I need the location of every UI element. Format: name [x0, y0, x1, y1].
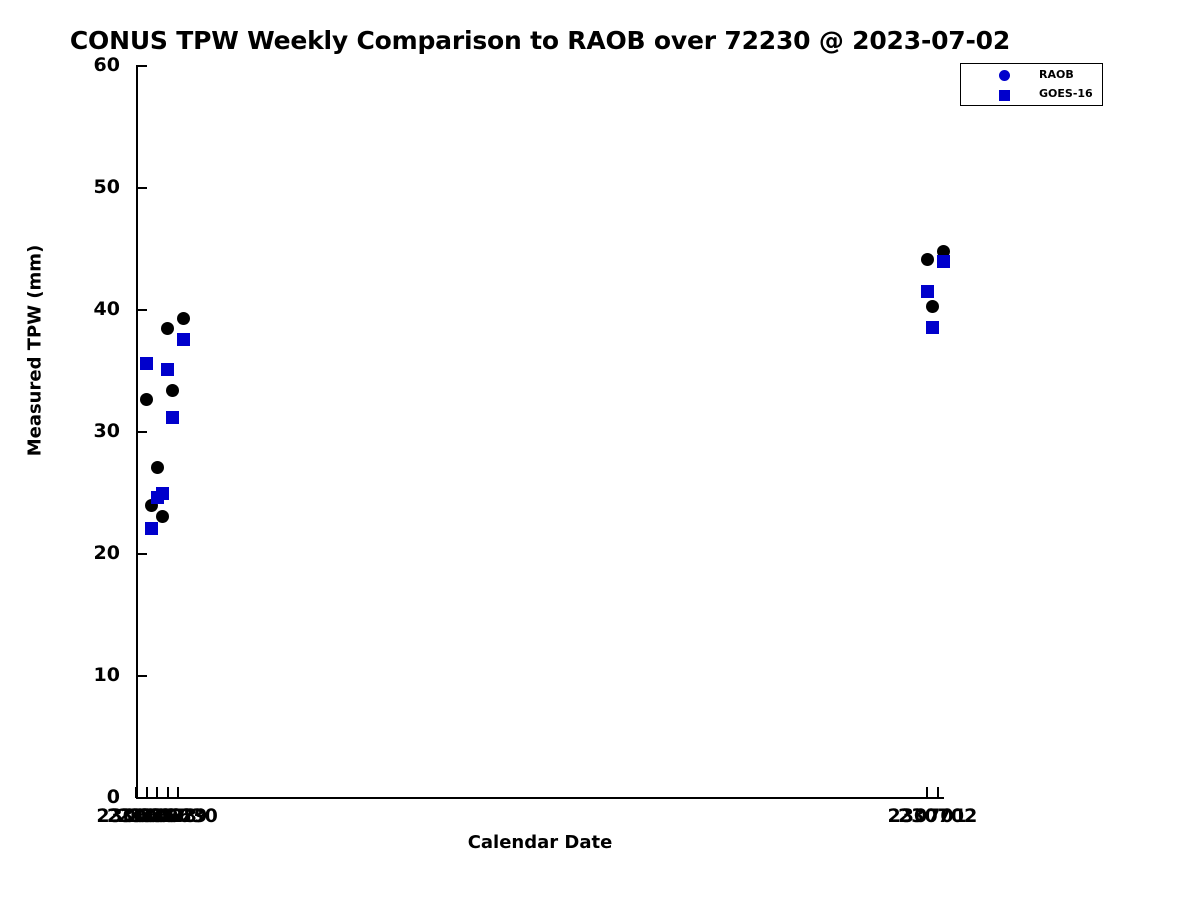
y-tick	[136, 65, 147, 67]
y-tick-label: 30	[93, 420, 120, 442]
data-point-raob	[920, 253, 934, 267]
x-tick-label: 230630	[138, 805, 218, 827]
data-point-goes-16	[166, 410, 180, 424]
y-tick-label: 40	[93, 298, 120, 320]
chart-title: CONUS TPW Weekly Comparison to RAOB over…	[69, 26, 1011, 55]
data-point-raob	[155, 509, 169, 523]
chart-legend: RAOB GOES-16	[960, 63, 1103, 106]
x-tick	[145, 787, 148, 798]
x-tick-label: 230627	[106, 805, 187, 827]
y-tick	[136, 797, 147, 799]
y-axis-label: Measured TPW (mm)	[24, 244, 46, 457]
x-tick	[166, 787, 169, 798]
y-tick	[136, 431, 147, 433]
x-tick	[135, 787, 137, 798]
y-tick-label: 20	[93, 542, 120, 564]
data-point-goes-16	[920, 285, 934, 299]
data-point-raob	[140, 392, 154, 406]
y-tick	[136, 187, 147, 189]
y-tick-label: 10	[93, 664, 120, 686]
data-point-goes-16	[936, 254, 950, 268]
y-tick	[136, 553, 147, 555]
legend-entry: GOES-16	[961, 86, 1102, 104]
legend-label: RAOB	[1039, 68, 1074, 81]
x-tick	[936, 787, 939, 798]
legend-label: GOES-16	[1039, 87, 1093, 100]
x-tick-label: 230628	[117, 805, 197, 827]
legend-entry: RAOB	[961, 67, 1102, 85]
y-tick-label: 50	[93, 176, 120, 198]
y-tick	[136, 309, 147, 311]
data-point-raob	[176, 312, 190, 326]
x-tick-label: 230701	[887, 805, 967, 827]
data-point-raob	[161, 321, 175, 335]
y-tick	[136, 675, 147, 677]
data-point-goes-16	[145, 521, 159, 535]
x-axis-label: Calendar Date	[467, 832, 613, 853]
x-tick	[926, 787, 929, 798]
data-point-goes-16	[155, 486, 169, 500]
legend-marker-circle-icon	[999, 70, 1010, 81]
y-tick-label: 0	[106, 786, 120, 808]
y-tick-label: 60	[93, 54, 120, 76]
data-point-goes-16	[176, 332, 190, 346]
data-point-goes-16	[925, 320, 939, 334]
data-point-goes-16	[140, 357, 154, 371]
x-tick-label: 230702	[898, 805, 978, 827]
x-tick	[156, 787, 159, 798]
data-point-raob	[166, 384, 180, 398]
x-axis-line	[136, 797, 944, 799]
data-point-goes-16	[161, 363, 175, 377]
data-point-raob	[925, 299, 939, 313]
data-point-raob	[150, 460, 164, 474]
x-tick	[177, 787, 180, 798]
plot-area	[136, 66, 943, 798]
x-tick-label: 230629	[127, 805, 208, 827]
legend-marker-square-icon	[999, 90, 1010, 101]
x-tick-label: 230626	[96, 805, 176, 827]
